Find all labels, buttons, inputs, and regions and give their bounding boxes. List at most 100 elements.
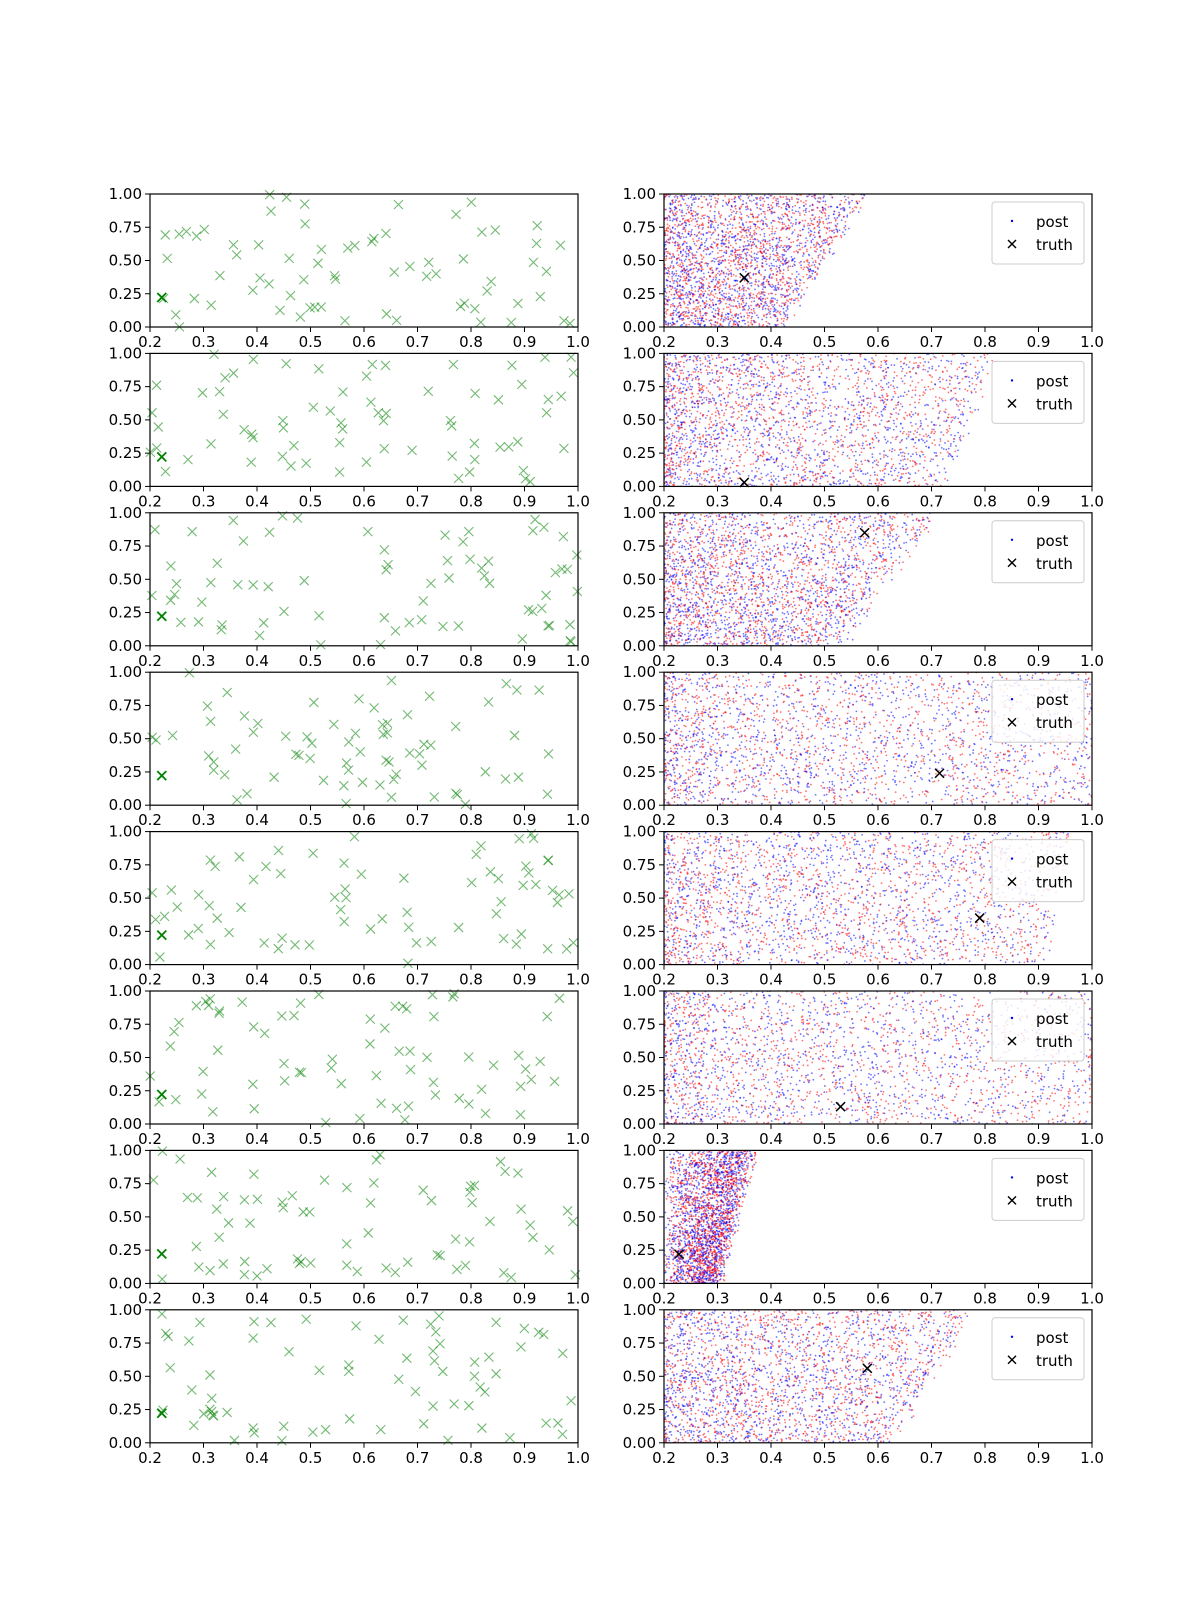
post-point bbox=[868, 370, 871, 373]
post-point bbox=[749, 446, 752, 449]
post-point bbox=[914, 412, 917, 415]
post-point bbox=[843, 201, 846, 204]
post-point bbox=[787, 269, 790, 272]
post-point bbox=[824, 458, 827, 461]
post-point bbox=[720, 482, 723, 484]
post-point bbox=[920, 438, 923, 440]
post-point bbox=[727, 394, 730, 397]
post-point bbox=[908, 477, 911, 480]
post-point bbox=[932, 458, 935, 461]
sample-point bbox=[281, 358, 292, 369]
post-point bbox=[728, 215, 731, 218]
post-point bbox=[711, 358, 714, 360]
post-point bbox=[727, 236, 730, 239]
post-point bbox=[735, 464, 738, 467]
post-point bbox=[745, 234, 748, 237]
sample-point bbox=[308, 402, 319, 413]
post-point bbox=[668, 462, 671, 465]
post-point bbox=[861, 197, 864, 200]
post-point bbox=[769, 371, 772, 374]
post-point bbox=[787, 436, 790, 439]
post-point bbox=[885, 371, 888, 373]
post-point bbox=[674, 195, 677, 197]
post-point bbox=[695, 315, 698, 318]
post-point bbox=[864, 473, 867, 476]
sample-point bbox=[199, 224, 210, 235]
post-point bbox=[676, 197, 679, 200]
post-point bbox=[694, 261, 697, 264]
post-point bbox=[721, 379, 724, 382]
post-point bbox=[783, 250, 786, 253]
post-point bbox=[919, 420, 922, 422]
post-point bbox=[731, 236, 734, 239]
post-point bbox=[845, 368, 847, 371]
post-point bbox=[883, 472, 886, 475]
post-point bbox=[780, 413, 783, 416]
post-point bbox=[689, 268, 692, 271]
post-point bbox=[780, 355, 783, 357]
post-point bbox=[850, 449, 853, 451]
post-point bbox=[755, 410, 757, 413]
post-point bbox=[794, 210, 797, 213]
post-point bbox=[666, 372, 668, 375]
post-point bbox=[673, 404, 676, 407]
post-point bbox=[765, 474, 768, 477]
post-point bbox=[699, 418, 702, 420]
x-tick-label: 1.0 bbox=[566, 492, 590, 510]
post-point bbox=[734, 195, 736, 198]
post-point bbox=[682, 228, 685, 231]
post-point bbox=[812, 369, 815, 372]
highlight-sample-point bbox=[156, 451, 167, 463]
sample-point bbox=[151, 380, 162, 391]
post-point bbox=[781, 213, 784, 216]
post-point bbox=[730, 275, 733, 278]
post-point bbox=[921, 428, 924, 430]
post-point bbox=[757, 280, 760, 283]
post-point bbox=[869, 363, 872, 366]
post-point bbox=[684, 312, 687, 315]
post-point bbox=[830, 412, 833, 414]
post-point bbox=[815, 465, 818, 467]
post-point bbox=[824, 474, 827, 477]
post-point bbox=[734, 239, 737, 242]
post-point bbox=[823, 195, 825, 197]
y-tick-label: 0.00 bbox=[623, 318, 656, 336]
post-point bbox=[798, 439, 801, 441]
post-point bbox=[676, 283, 679, 285]
post-point bbox=[731, 249, 734, 252]
post-point bbox=[809, 426, 812, 429]
post-point bbox=[765, 242, 768, 245]
post-point bbox=[805, 199, 807, 202]
post-point bbox=[698, 246, 701, 248]
y-tick-label: 0.50 bbox=[623, 411, 656, 429]
post-point bbox=[690, 220, 693, 222]
post-point bbox=[950, 421, 953, 423]
post-point bbox=[743, 464, 746, 467]
post-point bbox=[718, 416, 721, 419]
post-point bbox=[679, 237, 682, 240]
post-point bbox=[892, 479, 895, 482]
post-point bbox=[747, 262, 750, 265]
post-point bbox=[715, 469, 718, 472]
post-point bbox=[664, 303, 667, 306]
post-point bbox=[739, 377, 742, 380]
post-point bbox=[772, 247, 775, 250]
post-point bbox=[665, 385, 668, 388]
post-point bbox=[667, 448, 670, 451]
post-point bbox=[695, 420, 698, 423]
post-point bbox=[780, 409, 783, 412]
post-point bbox=[757, 251, 759, 254]
post-point bbox=[701, 268, 704, 271]
post-point bbox=[811, 195, 813, 198]
post-point bbox=[758, 227, 761, 229]
post-point bbox=[773, 385, 776, 387]
post-point bbox=[782, 413, 785, 416]
post-point bbox=[961, 377, 964, 380]
post-point bbox=[887, 381, 890, 384]
post-point bbox=[753, 442, 756, 445]
sample-point bbox=[334, 437, 345, 448]
post-point bbox=[750, 319, 753, 322]
post-point bbox=[723, 251, 726, 254]
post-point bbox=[702, 389, 705, 392]
post-point bbox=[690, 319, 693, 322]
